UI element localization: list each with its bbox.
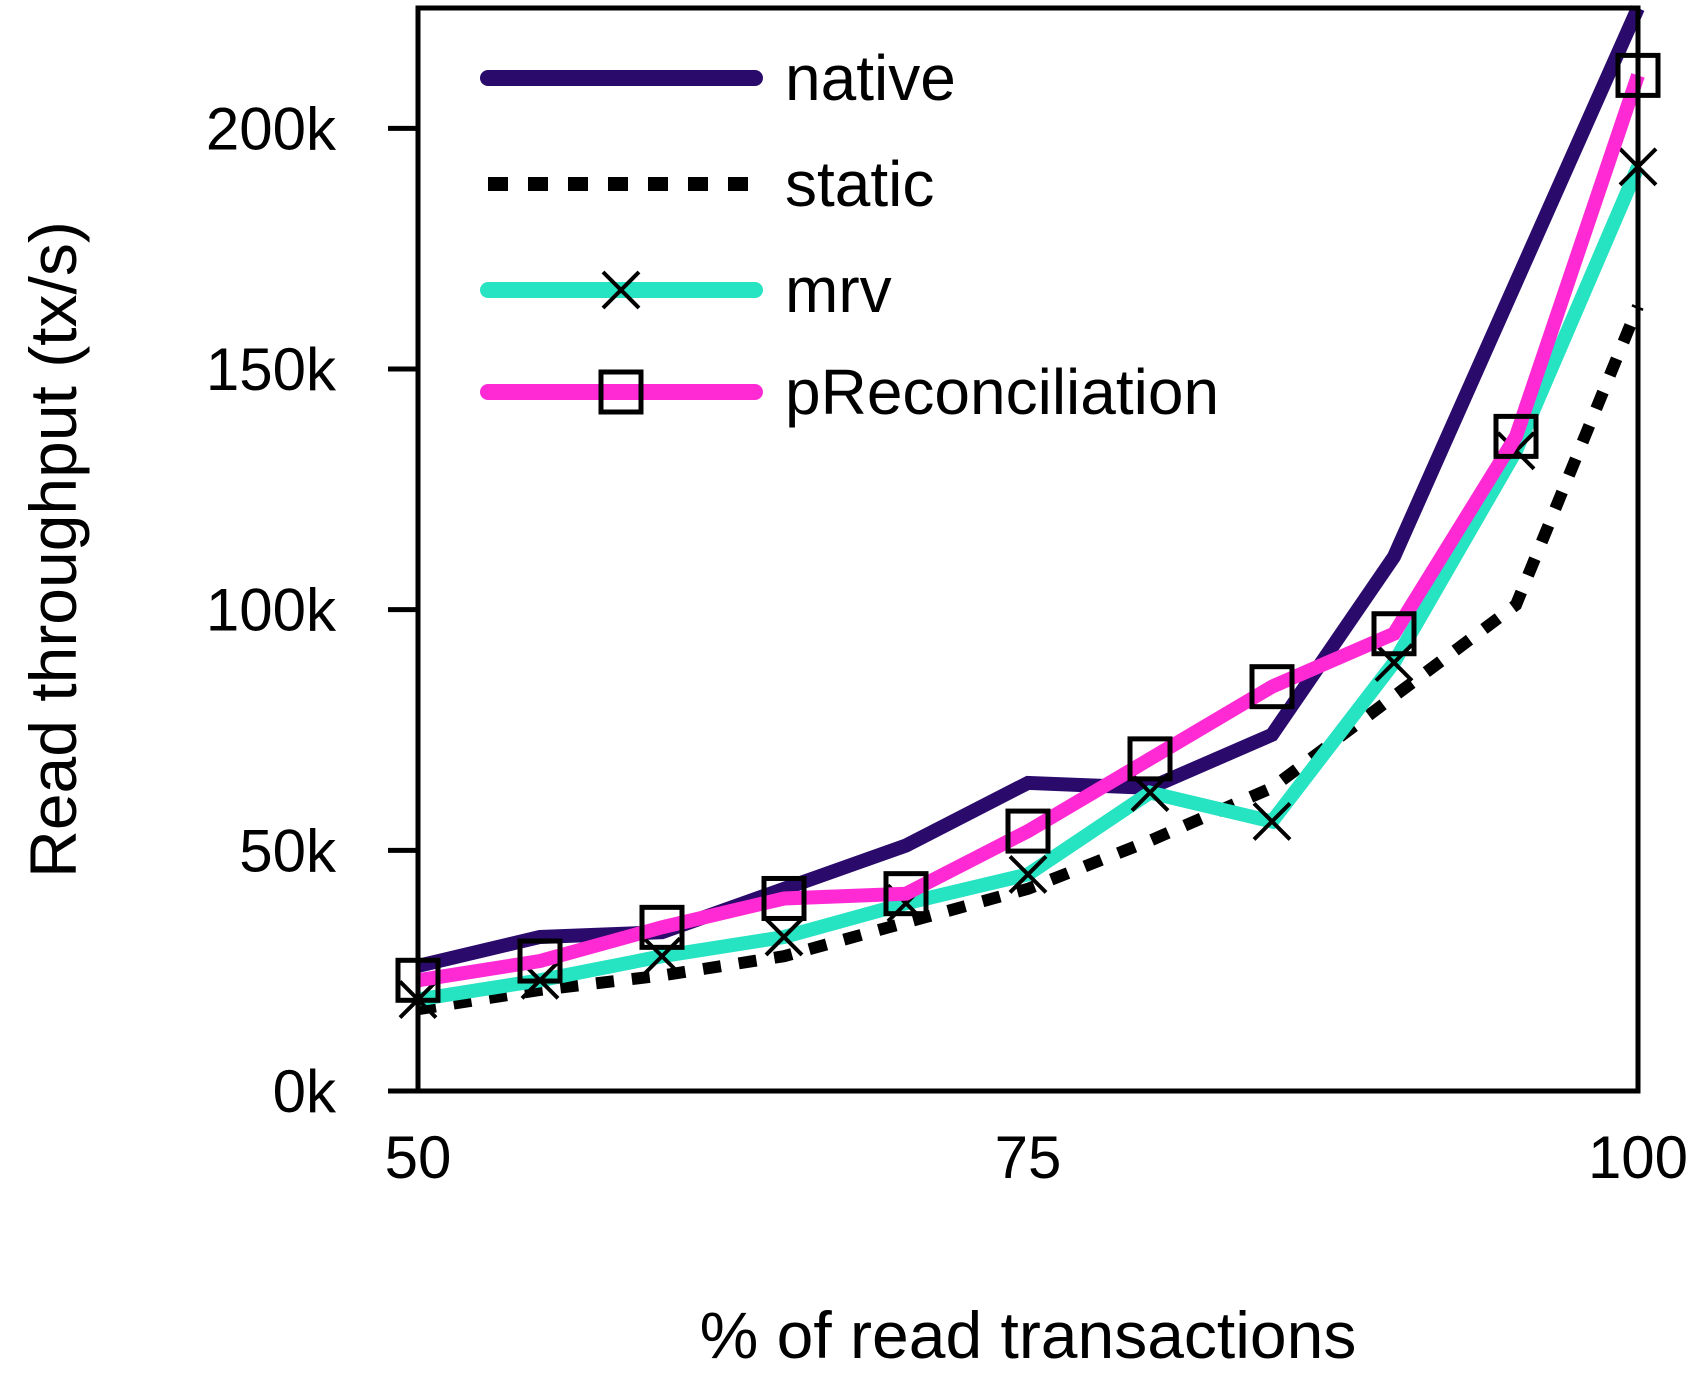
x-marker: [1008, 854, 1048, 894]
y-tick-label: 100k: [206, 577, 337, 644]
y-tick-label: 200k: [206, 95, 337, 162]
x-marker-stroke: [1252, 802, 1292, 841]
x-marker: [642, 936, 682, 976]
x-marker-stroke: [642, 936, 682, 976]
legend-label: static: [785, 148, 934, 220]
x-tick-label: 100: [1588, 1124, 1688, 1191]
y-tick-label: 0k: [273, 1058, 337, 1125]
x-marker: [601, 270, 641, 310]
series-native: [416, 5, 1645, 973]
square-marker: [883, 871, 929, 917]
plot-area-frame: [415, 5, 1641, 1094]
x-axis-title: % of read transactions: [700, 1298, 1357, 1372]
x-marker: [764, 917, 804, 957]
square-marker: [761, 875, 807, 921]
x-marker-stroke: [1374, 643, 1414, 683]
square-marker: [1249, 664, 1295, 710]
legend-item-pReconciliation: pReconciliation: [480, 356, 1219, 428]
series-line-pReconciliation: [416, 73, 1645, 988]
x-marker: [1374, 643, 1414, 683]
legend-item-mrv: mrv: [480, 254, 892, 326]
x-marker-stroke: [1008, 854, 1048, 894]
x-marker-stroke: [764, 917, 804, 957]
y-tick-label: 150k: [206, 336, 337, 403]
x-tick-label: 50: [385, 1124, 452, 1191]
legend-label: native: [785, 42, 956, 114]
square-marker: [598, 369, 644, 415]
legend: native static mrv pReconciliation: [480, 42, 1219, 428]
square-marker: [1005, 808, 1051, 854]
x-axis: 50 75 100: [385, 1124, 1688, 1191]
square-marker: [1127, 736, 1173, 782]
square-marker: [639, 904, 685, 950]
series-line-native: [416, 5, 1645, 973]
series-line-static: [417, 304, 1644, 1016]
x-marker: [1252, 802, 1292, 841]
y-tick-label: 50k: [239, 817, 337, 884]
square-marker: [517, 938, 563, 984]
legend-label: mrv: [785, 254, 892, 326]
square-marker: [1493, 413, 1539, 459]
series-layer: [395, 5, 1661, 1019]
x-marker-stroke: [601, 270, 641, 310]
series-static: [417, 304, 1644, 1016]
x-tick-label: 75: [995, 1124, 1062, 1191]
legend-item-native: native: [480, 42, 956, 114]
y-axis: 0k 50k 100k 150k 200k: [206, 95, 418, 1125]
legend-item-static: static: [488, 148, 934, 220]
legend-label: pReconciliation: [785, 356, 1219, 428]
y-axis-title: Read throughput (tx/s): [16, 221, 90, 878]
square-marker: [1371, 611, 1417, 657]
